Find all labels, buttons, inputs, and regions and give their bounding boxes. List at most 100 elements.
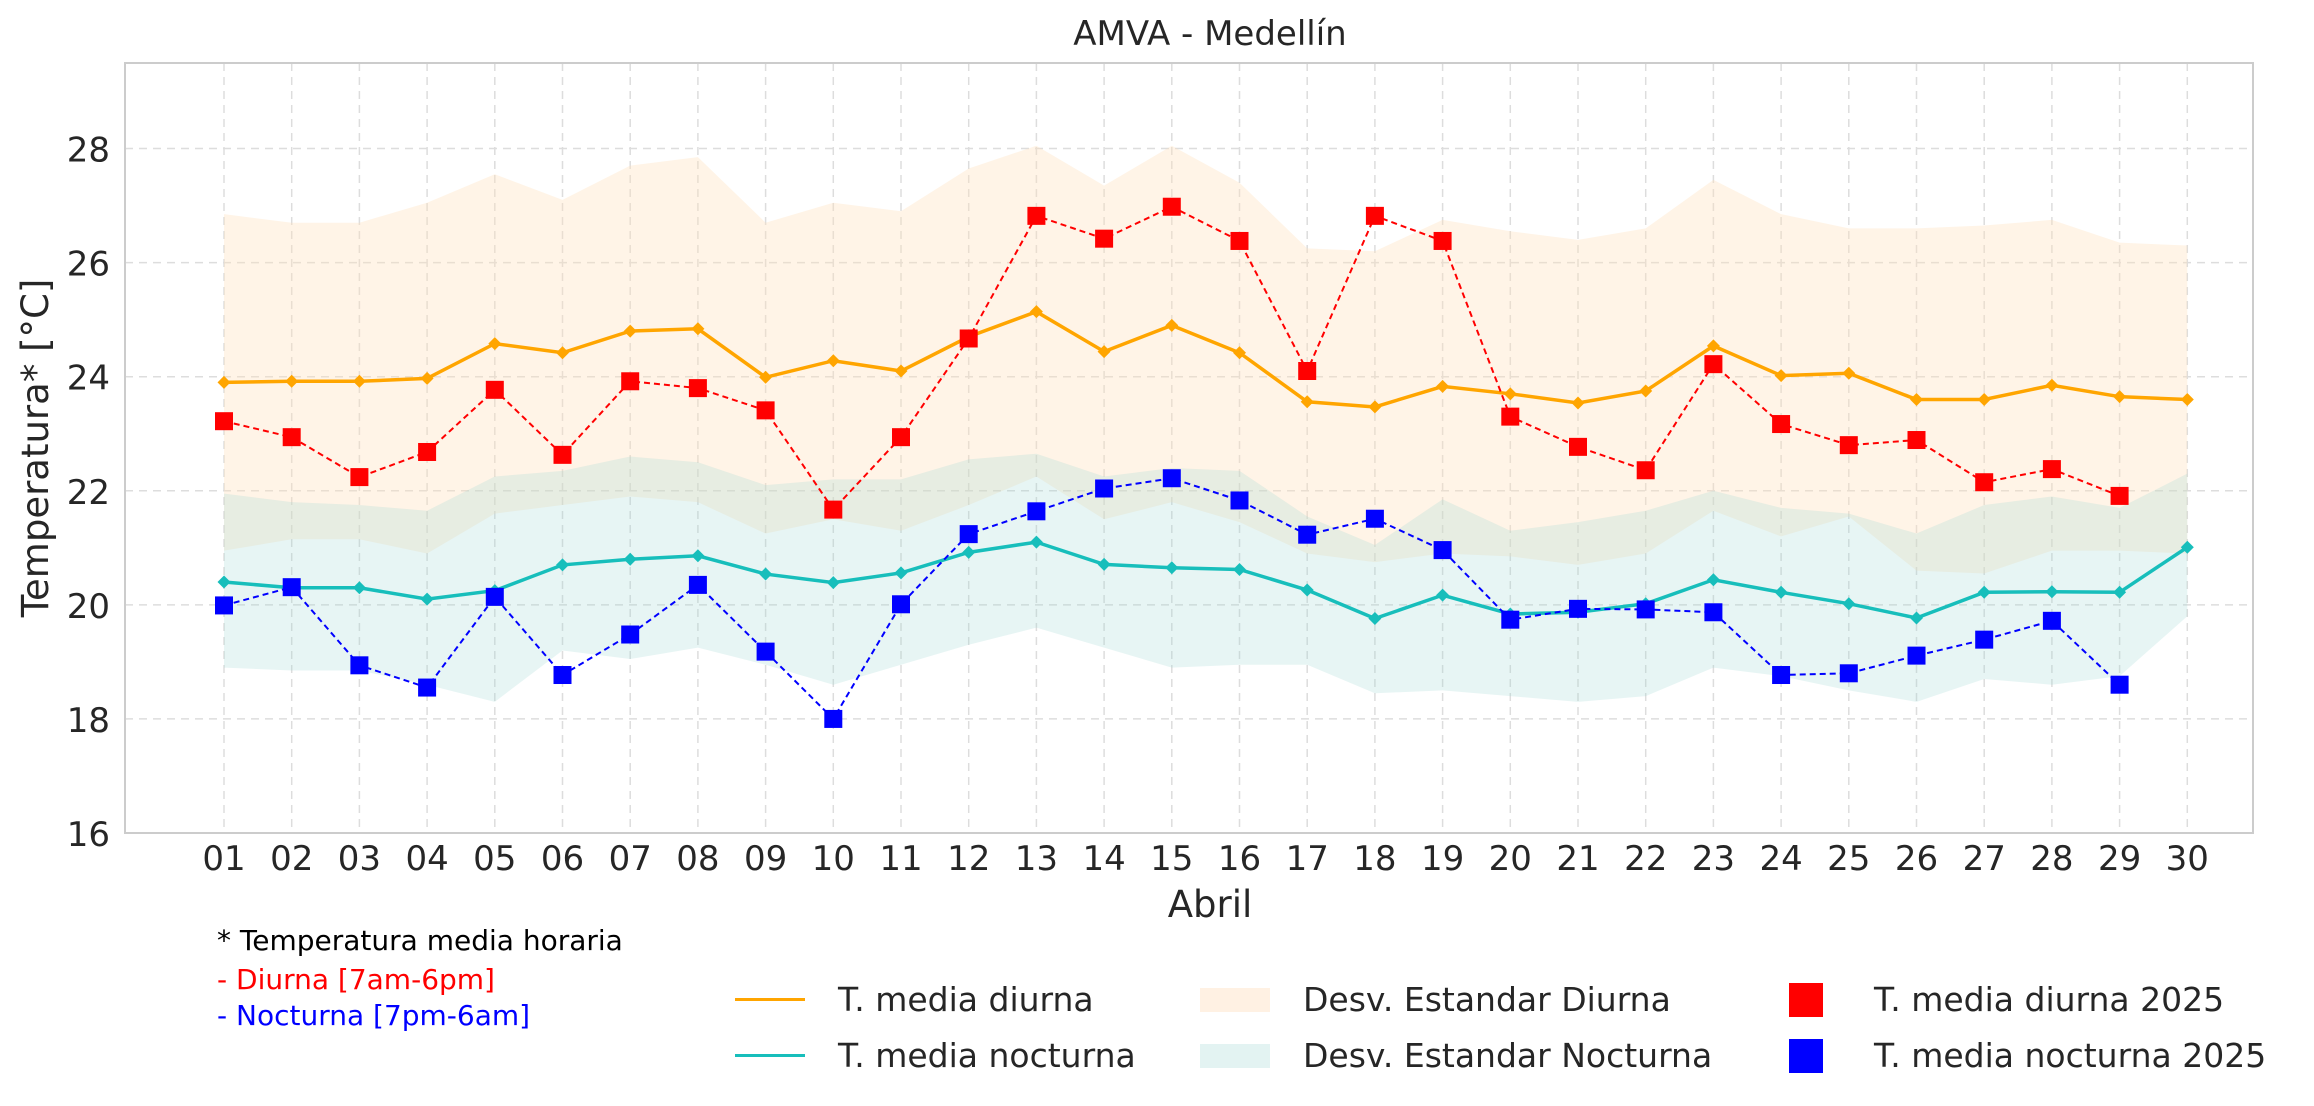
- diamond-marker: [894, 566, 908, 580]
- square-marker: [959, 525, 978, 544]
- legend-square-red: [1789, 982, 1823, 1017]
- diamond-marker: [352, 581, 366, 595]
- square-marker: [959, 329, 978, 348]
- diamond-marker: [894, 364, 908, 378]
- square-marker: [2042, 460, 2061, 479]
- legend-line-orange: [735, 998, 805, 1001]
- square-marker: [418, 442, 437, 461]
- markers-2025: [215, 197, 2129, 728]
- legend-label: T. media nocturna: [838, 1036, 1136, 1075]
- x-tick-label: 01: [202, 839, 245, 879]
- x-tick-label: 24: [1759, 839, 1802, 879]
- x-tick-label: 05: [473, 839, 516, 879]
- diamond-marker: [420, 371, 434, 385]
- x-tick-label: 10: [812, 839, 855, 879]
- square-marker: [756, 642, 775, 661]
- legend-item-diurna-band: Desv. Estandar Diurna: [1200, 980, 1671, 1019]
- x-tick-label: 12: [947, 839, 990, 879]
- square-marker: [1569, 437, 1587, 456]
- diamond-marker: [691, 549, 705, 563]
- x-tick-label: 04: [405, 839, 448, 879]
- diamond-marker: [826, 354, 840, 368]
- square-marker: [1704, 603, 1723, 622]
- square-marker: [892, 595, 910, 614]
- square-marker: [1433, 231, 1452, 250]
- square-marker: [350, 468, 369, 487]
- diamond-marker: [1706, 573, 1720, 587]
- square-marker: [621, 372, 640, 391]
- diamond-marker: [759, 370, 773, 384]
- diamond-marker: [1571, 396, 1585, 410]
- square-marker: [688, 379, 707, 398]
- legend-patch-orange: [1200, 987, 1270, 1012]
- square-marker: [1975, 630, 1994, 649]
- diamond-marker: [623, 552, 637, 566]
- y-tick-label: 18: [67, 701, 110, 741]
- square-marker: [1298, 362, 1317, 380]
- square-marker: [418, 678, 437, 697]
- legend-item-diurna-2025: T. media diurna 2025: [1771, 980, 2224, 1019]
- square-marker: [215, 596, 233, 615]
- diamond-marker: [1977, 393, 1991, 407]
- diamond-marker: [556, 346, 569, 360]
- diamond-marker: [1029, 305, 1043, 319]
- x-tick-label: 19: [1421, 839, 1464, 879]
- x-tick-label: 16: [1218, 839, 1261, 879]
- square-marker: [1433, 541, 1452, 560]
- x-tick-label: 14: [1082, 839, 1125, 879]
- y-tick-label: 22: [67, 473, 110, 513]
- square-marker: [1569, 599, 1587, 618]
- legend-item-nocturna-band: Desv. Estandar Nocturna: [1200, 1036, 1712, 1075]
- diamond-marker: [1300, 583, 1314, 597]
- x-axis-ticks: 01 02 03 04 05 06 07 08 09 10 11 12 13 14 15 16 17 18 19 20…: [202, 839, 2209, 879]
- square-marker: [2110, 486, 2129, 505]
- std-band: [224, 145, 2188, 574]
- square-marker: [1095, 229, 1114, 248]
- square-marker: [1095, 479, 1114, 498]
- legend-item-nocturna-line: T. media nocturna: [735, 1036, 1136, 1075]
- x-tick-label: 21: [1556, 839, 1599, 879]
- x-tick-label: 03: [338, 839, 381, 879]
- chart-title: AMVA - Medellín: [1073, 14, 1346, 54]
- diamond-marker: [759, 567, 773, 581]
- legend-label: T. media nocturna 2025: [1874, 1036, 2267, 1075]
- x-tick-label: 06: [541, 839, 584, 879]
- square-marker: [892, 428, 910, 447]
- diamond-marker: [1639, 384, 1653, 398]
- diamond-marker: [1233, 562, 1246, 576]
- diamond-marker: [1774, 585, 1788, 599]
- square-marker: [1907, 431, 1926, 450]
- diamond-marker: [1368, 400, 1382, 414]
- diamond-marker: [962, 545, 976, 559]
- square-marker: [350, 656, 369, 675]
- note-temperature: * Temperatura media horaria: [217, 924, 623, 957]
- square-marker: [1027, 206, 1046, 225]
- x-tick-label: 08: [676, 839, 719, 879]
- y-tick-label: 28: [67, 131, 110, 171]
- x-tick-label: 11: [879, 839, 922, 879]
- square-marker: [1501, 610, 1520, 629]
- diamond-marker: [217, 375, 231, 389]
- legend: T. media diurna T. media nocturna Desv. …: [735, 980, 2295, 1080]
- legend-label: T. media diurna 2025: [1874, 980, 2225, 1019]
- x-axis-label: Abril: [1168, 883, 1253, 926]
- x-tick-label: 17: [1286, 839, 1329, 879]
- diamond-marker: [1368, 612, 1382, 626]
- diamond-marker: [1774, 369, 1788, 383]
- x-tick-label: 15: [1150, 839, 1193, 879]
- x-tick-label: 09: [744, 839, 787, 879]
- diamond-marker: [1097, 345, 1111, 359]
- x-tick-label: 30: [2166, 839, 2209, 879]
- x-tick-label: 20: [1489, 839, 1532, 879]
- square-marker: [1772, 666, 1791, 685]
- legend-label: T. media diurna: [838, 980, 1094, 1019]
- square-marker: [1230, 231, 1249, 250]
- diamond-marker: [1165, 561, 1179, 575]
- square-marker: [824, 500, 843, 519]
- x-tick-label: 02: [270, 839, 313, 879]
- note-diurna: - Diurna [7am-6pm]: [217, 963, 495, 996]
- std-band: [224, 453, 2188, 702]
- square-marker: [1230, 491, 1249, 510]
- square-marker: [1772, 415, 1791, 434]
